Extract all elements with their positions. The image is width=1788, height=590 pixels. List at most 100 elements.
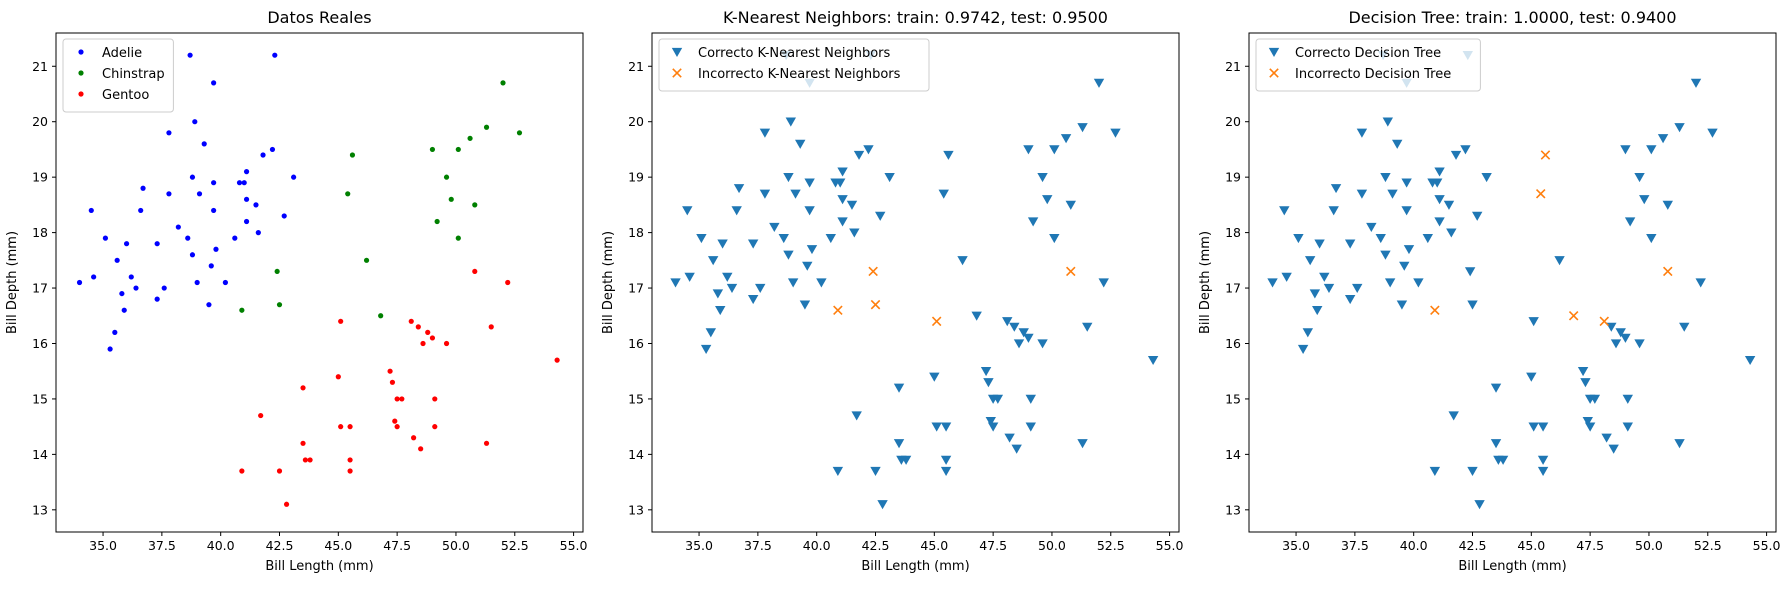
data-point bbox=[1634, 339, 1645, 349]
data-point bbox=[335, 374, 341, 380]
data-point bbox=[1098, 278, 1109, 288]
data-point bbox=[1025, 422, 1036, 432]
x-tick-label: 55.0 bbox=[560, 538, 588, 553]
y-tick-label: 21 bbox=[32, 59, 48, 74]
legend-box bbox=[62, 38, 174, 113]
data-point bbox=[851, 411, 862, 421]
legend-marker bbox=[78, 70, 84, 76]
data-point bbox=[211, 207, 217, 214]
data-point bbox=[722, 272, 733, 282]
data-point bbox=[1399, 261, 1410, 271]
data-point bbox=[940, 455, 952, 465]
data-point bbox=[1690, 78, 1702, 88]
data-point bbox=[893, 439, 905, 449]
data-point bbox=[747, 294, 759, 305]
data-point bbox=[1093, 78, 1105, 88]
data-point bbox=[1401, 206, 1412, 216]
data-point bbox=[302, 457, 308, 463]
data-point bbox=[1580, 378, 1591, 388]
x-axis-label: Bill Length (mm) bbox=[265, 559, 373, 574]
data-point bbox=[1312, 306, 1323, 316]
data-point bbox=[1474, 500, 1485, 510]
data-point bbox=[208, 263, 214, 269]
data-point bbox=[291, 174, 297, 180]
x-tick-label: 42.5 bbox=[266, 538, 294, 553]
legend-label: Gentoo bbox=[102, 88, 149, 103]
data-point bbox=[349, 152, 356, 158]
data-point bbox=[731, 206, 742, 216]
data-point bbox=[76, 279, 83, 286]
data-point bbox=[1023, 333, 1034, 343]
x-tick-label: 37.5 bbox=[744, 538, 772, 553]
data-point bbox=[443, 174, 450, 180]
y-tick-label: 20 bbox=[32, 114, 48, 129]
data-point bbox=[1464, 267, 1476, 277]
y-tick-label: 14 bbox=[32, 447, 48, 462]
data-point bbox=[875, 211, 886, 221]
data-point bbox=[1432, 178, 1443, 188]
data-point bbox=[1537, 455, 1549, 465]
data-point bbox=[516, 130, 523, 136]
data-point bbox=[717, 239, 728, 249]
data-point bbox=[128, 274, 134, 280]
legend-label: Correcto Decision Tree bbox=[1295, 46, 1441, 61]
data-point bbox=[893, 383, 905, 393]
data-point bbox=[140, 185, 146, 191]
data-point bbox=[1599, 316, 1610, 327]
data-point bbox=[1352, 283, 1363, 293]
x-tick-label: 50.0 bbox=[442, 538, 470, 553]
data-point bbox=[1610, 339, 1622, 349]
data-point bbox=[114, 257, 120, 263]
y-tick-label: 21 bbox=[1225, 59, 1241, 74]
data-point bbox=[1319, 272, 1330, 282]
x-tick-label: 42.5 bbox=[862, 538, 890, 553]
data-point bbox=[870, 466, 881, 476]
data-point bbox=[849, 228, 860, 238]
data-point bbox=[1490, 439, 1502, 449]
data-point bbox=[483, 124, 490, 130]
data-point bbox=[241, 180, 247, 186]
data-point bbox=[243, 218, 250, 225]
data-point bbox=[712, 289, 724, 299]
data-point bbox=[389, 379, 396, 385]
data-point bbox=[347, 424, 353, 430]
data-point bbox=[300, 440, 306, 446]
y-tick-label: 20 bbox=[1225, 114, 1241, 129]
legend: Adelie Chinstrap Gentoo bbox=[62, 38, 174, 113]
data-point bbox=[192, 119, 198, 125]
y-tick-label: 16 bbox=[1225, 336, 1241, 351]
x-tick-label: 50.0 bbox=[1038, 538, 1066, 553]
data-point bbox=[1323, 283, 1335, 293]
data-point bbox=[1434, 167, 1445, 177]
data-point bbox=[940, 466, 952, 476]
data-point bbox=[684, 272, 695, 282]
legend-label: Incorrecto K-Nearest Neighbors bbox=[698, 67, 901, 82]
data-point bbox=[868, 266, 878, 277]
data-point bbox=[1620, 145, 1631, 155]
data-point bbox=[726, 283, 738, 293]
data-point bbox=[971, 311, 982, 321]
data-point bbox=[802, 261, 813, 271]
data-point bbox=[1042, 195, 1053, 205]
data-point bbox=[408, 318, 414, 324]
data-point bbox=[213, 246, 219, 252]
data-point bbox=[832, 466, 844, 476]
x-axis-label: Bill Length (mm) bbox=[1458, 559, 1566, 574]
y-tick-label: 17 bbox=[628, 281, 644, 296]
data-point bbox=[1037, 172, 1048, 183]
data-point bbox=[1679, 322, 1690, 332]
data-point bbox=[276, 302, 283, 308]
data-point bbox=[833, 305, 843, 315]
data-point bbox=[1657, 134, 1669, 144]
data-point bbox=[705, 328, 717, 338]
data-point bbox=[1422, 233, 1434, 244]
data-point bbox=[185, 235, 191, 241]
data-point bbox=[755, 283, 766, 293]
data-point bbox=[1382, 117, 1394, 127]
data-point bbox=[236, 180, 243, 186]
data-point bbox=[1434, 195, 1445, 205]
data-point bbox=[467, 135, 473, 141]
data-point bbox=[1147, 355, 1159, 366]
data-point bbox=[1403, 245, 1415, 255]
data-point bbox=[1356, 128, 1368, 138]
